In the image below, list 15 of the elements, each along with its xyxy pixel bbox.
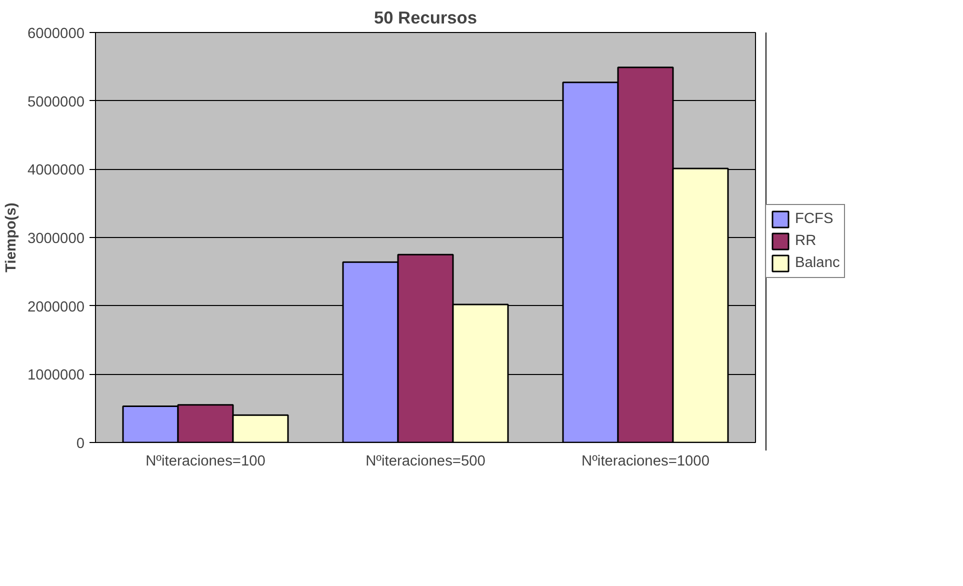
legend-label: Balanc <box>795 255 840 271</box>
legend-label: FCFS <box>795 211 834 227</box>
y-tick-label: 5000000 <box>27 94 85 110</box>
chart-title: 50 Recursos <box>374 8 478 28</box>
legend-label: RR <box>795 233 816 249</box>
y-tick-label: 4000000 <box>27 162 85 179</box>
y-tick-label: 1000000 <box>27 368 85 384</box>
x-tick-label: Nºiteraciones=500 <box>366 454 486 470</box>
y-tick-label: 0 <box>76 436 85 452</box>
x-tick-label: Nºiteraciones=100 <box>146 454 266 470</box>
y-tick-label: 2000000 <box>27 299 85 316</box>
y-tick-label: 6000000 <box>27 26 85 42</box>
x-tick-label: Nºiteraciones=1000 <box>582 454 710 470</box>
y-tick-label: 3000000 <box>27 231 85 247</box>
y-axis-title: Tiempo(s) <box>3 202 20 272</box>
